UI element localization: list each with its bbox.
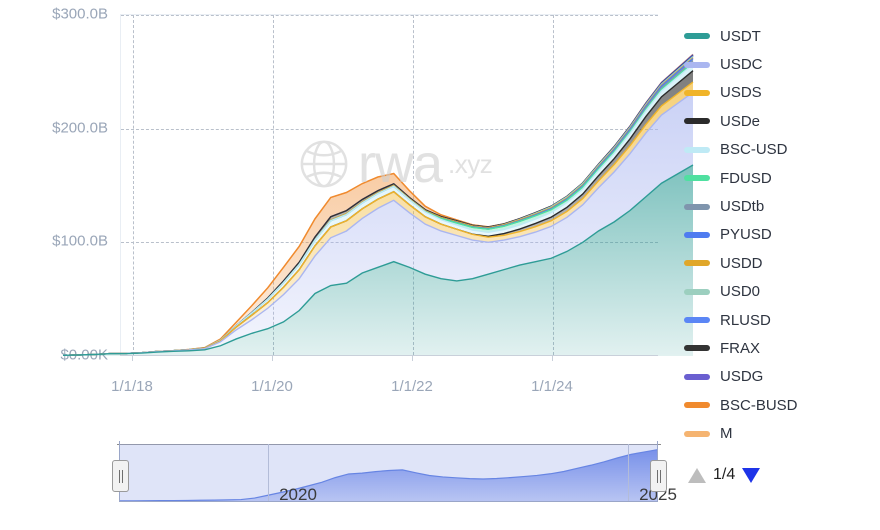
x-axis-tick (272, 355, 273, 361)
legend-swatch (684, 373, 710, 380)
legend-label: USDC (720, 56, 763, 74)
legend-label: USDT (720, 27, 761, 45)
navigator-bottom-border (120, 501, 658, 502)
legend-item-usde[interactable]: USDe (684, 107, 880, 135)
grip-line (121, 469, 123, 483)
navigator-gridline (268, 444, 269, 502)
grip-line (656, 469, 658, 483)
legend-item-usdtb[interactable]: USDtb (684, 192, 880, 220)
legend-swatch (684, 231, 710, 238)
navigator-series (120, 448, 658, 502)
x-axis-label: 1/1/20 (251, 378, 293, 395)
legend-swatch (684, 203, 710, 210)
legend-swatch (684, 430, 710, 437)
legend-item-pyusd[interactable]: PYUSD (684, 221, 880, 249)
legend-label: BSC-BUSD (720, 396, 798, 414)
legend-item-usd0[interactable]: USD0 (684, 278, 880, 306)
legend-label: USD0 (720, 283, 761, 301)
x-axis-tick (132, 355, 133, 361)
gridline-vertical (553, 15, 554, 355)
x-axis-baseline (120, 355, 658, 356)
navigator-handle-left[interactable] (112, 460, 129, 492)
legend-label: FDUSD (720, 169, 772, 187)
x-axis-label: 1/1/24 (531, 378, 573, 395)
plot-area[interactable] (62, 14, 694, 357)
grip-line (659, 469, 661, 483)
gridline-vertical (133, 15, 134, 355)
legend-label: USDG (720, 368, 764, 386)
legend-item-rlusd[interactable]: RLUSD (684, 306, 880, 334)
legend-item-usdd[interactable]: USDD (684, 249, 880, 277)
navigator-gridline (628, 444, 629, 502)
legend-label: USDD (720, 254, 763, 272)
triangle-up-icon[interactable] (688, 467, 706, 483)
legend-swatch (684, 118, 710, 125)
legend-swatch (684, 175, 710, 182)
navigator-area (120, 449, 658, 502)
x-axis-label: 1/1/18 (111, 378, 153, 395)
legend-item-usdc[interactable]: USDC (684, 50, 880, 78)
y-axis: $300.0B $200.0B $100.0B $0.00K (0, 0, 108, 420)
navigator-selection[interactable] (120, 444, 658, 502)
legend-item-usds[interactable]: USDS (684, 79, 880, 107)
gridline-vertical (413, 15, 414, 355)
legend-label: USDtb (720, 198, 765, 216)
x-axis-label: 1/1/22 (391, 378, 433, 395)
legend-pager[interactable]: 1/4 (688, 466, 761, 484)
legend-label: USDe (720, 112, 761, 130)
gridline-horizontal (121, 128, 658, 130)
area-band-usdt (63, 165, 693, 356)
legend-item-bsc-busd[interactable]: BSC-BUSD (684, 391, 880, 419)
legend-label: RLUSD (720, 311, 771, 329)
navigator-label: 2025 (639, 485, 677, 504)
legend-swatch (684, 402, 710, 409)
legend-swatch (684, 89, 710, 96)
area-line-usdt (62, 164, 694, 357)
legend-label: M (720, 425, 733, 443)
range-navigator[interactable]: 2020 2025 (0, 430, 680, 520)
legend-swatch (684, 61, 710, 68)
main-chart[interactable]: $300.0B $200.0B $100.0B $0.00K 1/1/18 1/… (0, 0, 694, 420)
y-axis-label: $100.0B (52, 232, 108, 250)
legend-item-bsc-usd[interactable]: BSC-USD (684, 136, 880, 164)
y-axis-label: $200.0B (52, 119, 108, 137)
chart-legend[interactable]: USDT USDC USDS USDe BSC-USD FDUSD USDtb PYUSD US… (684, 22, 880, 448)
navigator-label: 2020 (279, 485, 317, 504)
gridline-vertical (273, 15, 274, 355)
stacked-area-series (62, 53, 694, 357)
legend-label: PYUSD (720, 226, 772, 244)
navigator-top-border (117, 444, 661, 445)
legend-swatch (684, 288, 710, 295)
legend-swatch (684, 317, 710, 324)
legend-swatch (684, 260, 710, 267)
x-axis-tick (552, 355, 553, 361)
navigator-track[interactable]: 2020 2025 (112, 441, 677, 504)
legend-item-m[interactable]: M (684, 419, 880, 447)
area-band-usdc (63, 92, 693, 356)
legend-page-indicator: 1/4 (713, 466, 736, 483)
legend-item-frax[interactable]: FRAX (684, 334, 880, 362)
legend-label: USDS (720, 84, 762, 102)
grip-line (118, 469, 120, 483)
navigator-handle-right[interactable] (650, 460, 667, 492)
legend-swatch (684, 345, 710, 352)
legend-swatch (684, 146, 710, 153)
x-axis-tick (412, 355, 413, 361)
legend-label: BSC-USD (720, 141, 788, 159)
legend-label: FRAX (720, 339, 761, 357)
navigator-line (120, 448, 658, 502)
gridline-horizontal (121, 15, 658, 16)
triangle-down-icon[interactable] (742, 467, 761, 483)
legend-swatch (684, 33, 710, 40)
legend-item-fdusd[interactable]: FDUSD (684, 164, 880, 192)
legend-item-usdg[interactable]: USDG (684, 363, 880, 391)
y-axis-label: $300.0B (52, 5, 108, 23)
legend-item-usdt[interactable]: USDT (684, 22, 880, 50)
